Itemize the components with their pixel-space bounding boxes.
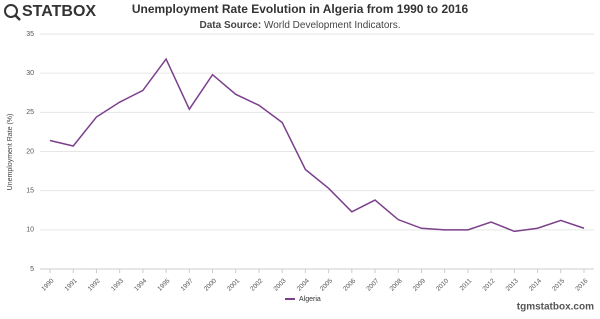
line-series [49,57,585,233]
x-tick-label: 2011 [459,277,474,292]
x-tick-label: 2015 [551,277,566,292]
x-tick-label: 1995 [156,277,171,292]
x-tick-label: 2007 [365,277,380,292]
x-tick-label: 2001 [226,277,241,292]
x-tick-label: 2012 [481,277,496,292]
x-tick-label: 2003 [272,277,287,292]
x-tick-label: 2000 [203,277,218,292]
legend-label: Algeria [299,296,321,303]
chart-title: Unemployment Rate Evolution in Algeria f… [132,2,469,16]
x-tick-label: 1991 [63,277,78,292]
x-tick-label: 1992 [87,277,102,292]
x-tick-label: 2004 [296,277,311,292]
y-tick-label: 25 [26,109,34,116]
logo-icon [14,14,21,21]
chart-subtitle: Data Source: World Development Indicator… [199,20,400,31]
x-tick-label: 2006 [342,277,357,292]
x-tick-label: 1997 [180,277,195,292]
x-tick-label: 2009 [412,277,427,292]
logo: STATBOX [4,3,96,21]
y-tick-label: 30 [26,70,34,77]
x-tick-label: 2014 [528,277,543,292]
x-tick-label: 1990 [40,277,55,292]
logo-text: STATBOX [22,3,96,20]
source-site: tgmstatbox.com [517,302,594,313]
x-tick-label: 2010 [435,277,450,292]
y-axis-label: Unemployment Rate (%) [7,114,14,191]
x-tick-label: 2013 [505,277,520,292]
y-tick-label: 5 [30,266,34,273]
y-tick-label: 20 [26,148,34,155]
subtitle-text: World Development Indicators. [264,20,401,31]
subtitle-label: Data Source: [199,20,261,31]
x-tick-label: 1993 [110,277,125,292]
y-tick-label: 35 [26,31,34,38]
logo-icon [4,4,18,18]
x-tick-label: 1994 [133,277,148,292]
x-tick-label: 2005 [319,277,334,292]
y-tick-label: 10 [26,227,34,234]
x-tick-label: 2016 [574,277,589,292]
y-tick-label: 15 [26,188,34,195]
x-tick-label: 2002 [249,277,264,292]
x-tick-label: 2008 [389,277,404,292]
